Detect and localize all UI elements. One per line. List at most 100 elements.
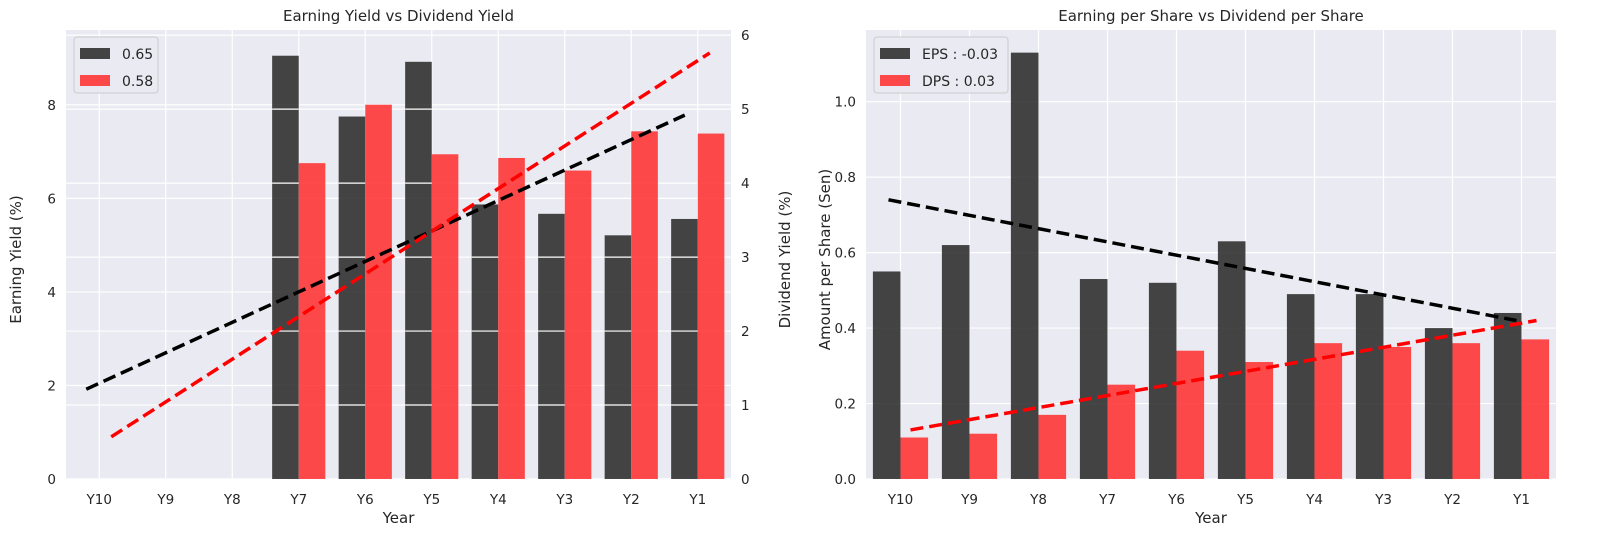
bar-secondary: [1176, 350, 1205, 479]
bar-primary: [538, 213, 565, 479]
bar-secondary: [900, 437, 929, 479]
bar-secondary: [365, 104, 392, 479]
bar-primary: [1148, 282, 1177, 479]
bar-secondary: [564, 170, 592, 480]
x-tick-label: Y5: [422, 492, 440, 508]
trend-lines: [85, 51, 711, 439]
y-tick-label: 0.4: [835, 321, 856, 337]
bar-primary: [1010, 52, 1039, 479]
bar-secondary: [631, 131, 658, 480]
legend-swatch: [80, 48, 110, 59]
legend-swatch: [880, 48, 910, 59]
x-tick-label: Y1: [1512, 492, 1530, 508]
y-axis-label: Amount per Share (Sen): [816, 169, 834, 350]
bar-primary: [338, 116, 366, 480]
y2-tick-label: 6: [741, 28, 750, 44]
bar-secondary: [298, 163, 326, 480]
x-tick-label: Y9: [960, 492, 978, 508]
tick-labels: 0.0 0.2 0.4 0.6 0.8 1.0 Y10 Y9 Y8 Y7 Y6 Y5 Y4 Y3 Y2 Y1: [835, 95, 1530, 508]
x-tick-label: Y7: [289, 492, 307, 508]
bar-primary: [1355, 294, 1384, 479]
x-tick-label: Y6: [356, 492, 374, 508]
bar-secondary: [1452, 343, 1481, 479]
bar-primary: [1424, 328, 1453, 479]
bar-secondary: [969, 433, 998, 479]
chart-title: Earning per Share vs Dividend per Share: [1058, 7, 1364, 25]
x-tick-label: Y1: [688, 492, 706, 508]
x-tick-label: Y10: [86, 492, 112, 508]
trend-line: [910, 318, 1537, 432]
y2-axis-label: Dividend Yield (%): [776, 191, 794, 329]
y2-tick-label: 2: [741, 324, 750, 340]
bar-primary: [872, 271, 901, 479]
y-axis-label: Earning Yield (%): [7, 195, 25, 323]
x-tick-label: Y2: [622, 492, 640, 508]
y-tick-label: 8: [47, 98, 56, 114]
tick-labels: 0 2 4 6 8 0 1 2 3 4 5 6 Y10 Y9 Y8 Y7 Y6 Y5 Y4 Y3 Y2 Y1: [47, 28, 749, 508]
y2-tick-label: 0: [741, 472, 750, 488]
x-tick-label: Y10: [887, 492, 913, 508]
bar-secondary: [1521, 339, 1550, 479]
y-tick-label: 0.2: [835, 397, 856, 413]
x-tick-label: Y6: [1167, 492, 1185, 508]
x-tick-label: Y4: [1305, 492, 1323, 508]
x-tick-label: Y9: [156, 492, 174, 508]
y-tick-label: 2: [47, 378, 56, 394]
bar-primary: [272, 55, 299, 479]
legend: 0.65 0.58: [73, 36, 159, 94]
y2-tick-label: 3: [741, 250, 750, 266]
legend-label: 0.65: [122, 47, 153, 63]
y2-tick-label: 4: [741, 176, 750, 192]
x-tick-label: Y8: [1029, 492, 1047, 508]
earning-yield-chart: 0 2 4 6 8 0 1 2 3 4 5 6 Y10 Y9 Y8 Y7 Y6 Y5 Y4 Y3 Y2 Y1 Earnin…: [7, 7, 794, 527]
bar-secondary: [697, 133, 725, 480]
trend-line: [85, 113, 686, 391]
y-tick-label: 0.8: [835, 170, 856, 186]
bar-secondary: [431, 154, 459, 479]
bar-primary: [1217, 241, 1246, 479]
bar-primary: [405, 61, 432, 479]
bar-primary: [1286, 294, 1315, 479]
y2-tick-label: 5: [741, 102, 750, 118]
y2-tick-label: 1: [741, 398, 750, 414]
x-tick-label: Y3: [1374, 492, 1392, 508]
legend: EPS : -0.03 DPS : 0.03: [873, 36, 1009, 94]
x-tick-label: Y2: [1443, 492, 1461, 508]
bar-primary: [941, 245, 970, 479]
bars: [872, 52, 1550, 479]
x-tick-label: Y5: [1236, 492, 1254, 508]
bars: [272, 55, 725, 480]
x-tick-label: Y3: [555, 492, 573, 508]
trend-line: [888, 198, 1517, 323]
y-tick-label: 0.6: [835, 246, 856, 262]
y-tick-label: 0: [47, 472, 56, 488]
y-tick-label: 0.0: [835, 472, 856, 488]
x-tick-label: Y4: [489, 492, 507, 508]
trend-line: [110, 51, 711, 439]
x-tick-label: Y8: [223, 492, 241, 508]
bar-primary: [671, 218, 698, 479]
legend-label: DPS : 0.03: [922, 74, 995, 90]
chart-title: Earning Yield vs Dividend Yield: [283, 7, 514, 25]
x-axis-label: Year: [382, 509, 416, 527]
bar-secondary: [1038, 414, 1067, 479]
bar-secondary: [1245, 362, 1274, 479]
bar-secondary: [1107, 384, 1136, 479]
legend-swatch: [880, 75, 910, 86]
legend-label: EPS : -0.03: [922, 47, 998, 63]
y-tick-label: 4: [47, 285, 56, 301]
bar-secondary: [1383, 346, 1412, 479]
bar-primary: [471, 204, 499, 480]
y-tick-label: 1.0: [835, 95, 856, 111]
bar-primary: [1493, 312, 1522, 479]
bar-secondary: [498, 157, 525, 480]
y-tick-label: 6: [47, 191, 56, 207]
bar-primary: [1079, 279, 1108, 479]
legend-label: 0.58: [122, 74, 153, 90]
x-tick-label: Y7: [1098, 492, 1116, 508]
x-axis-label: Year: [1194, 509, 1228, 527]
bar-secondary: [1314, 343, 1343, 479]
bar-primary: [604, 235, 632, 479]
